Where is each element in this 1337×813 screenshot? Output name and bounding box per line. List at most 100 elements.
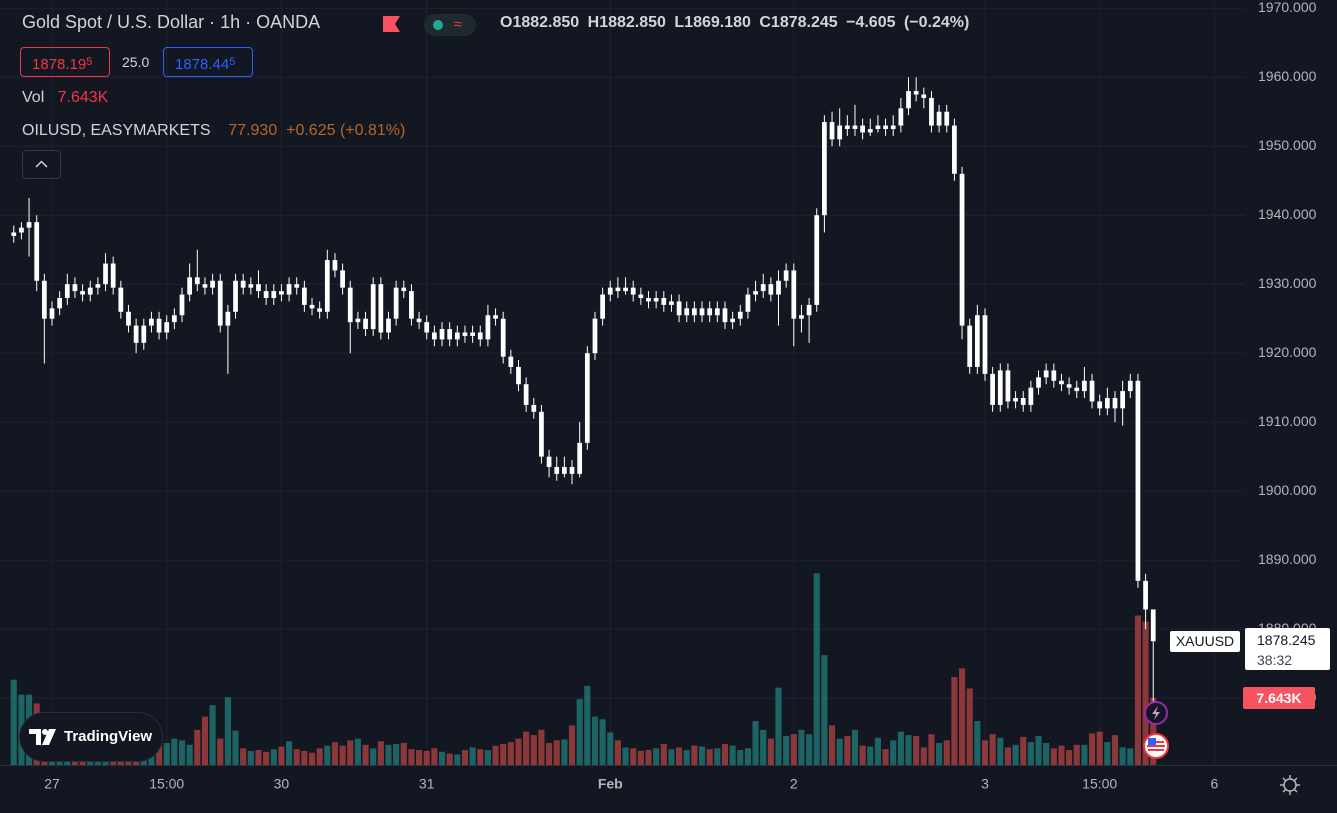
- buy-button[interactable]: 1878.445: [163, 47, 253, 77]
- sell-button[interactable]: 1878.195: [20, 47, 110, 77]
- volume-bar: [546, 743, 553, 765]
- candle-body: [760, 284, 766, 292]
- candle-body: [936, 111, 942, 126]
- volume-bar: [958, 668, 966, 765]
- event-icons: [1143, 701, 1169, 759]
- volume-bar: [691, 745, 698, 765]
- volume-bar: [760, 729, 767, 765]
- volume-bar: [591, 716, 599, 765]
- candle-body: [883, 125, 888, 129]
- candle-body: [753, 291, 758, 295]
- volume-bar: [1088, 733, 1096, 765]
- y-tick-label: 1970.000: [1258, 0, 1317, 15]
- candle-body: [569, 467, 575, 474]
- volume-bar: [1127, 748, 1134, 765]
- candle-body: [340, 270, 345, 288]
- volume-bar: [683, 750, 690, 765]
- volume-bar: [324, 745, 331, 765]
- x-tick-label: 27: [44, 776, 60, 792]
- open-text: O1882.850: [500, 14, 580, 31]
- low-text: L1869.180: [674, 14, 751, 31]
- candle-body: [110, 263, 116, 288]
- candle-body: [860, 125, 865, 133]
- candle-body: [217, 280, 223, 326]
- volume-bar: [201, 716, 209, 765]
- settings-button[interactable]: [1279, 774, 1301, 796]
- volume-bar: [828, 725, 836, 765]
- volume-bar: [316, 748, 323, 765]
- candle-body: [1104, 398, 1110, 409]
- candle-body: [546, 456, 552, 468]
- candle-body: [646, 297, 651, 302]
- candle-body: [921, 94, 927, 98]
- volume-bar: [186, 744, 193, 765]
- y-tick-label: 1950.000: [1258, 137, 1317, 153]
- volume-bar: [905, 735, 912, 765]
- x-tick-label: 6: [1211, 776, 1219, 792]
- volume-bar: [568, 725, 576, 765]
- volume-bar: [224, 697, 231, 765]
- volume-bar: [331, 742, 339, 765]
- candle-body: [669, 301, 674, 305]
- candle-body: [432, 332, 437, 340]
- candle-body: [103, 263, 108, 285]
- volume-bar: [897, 731, 904, 765]
- last-price: 1878.245: [1257, 632, 1316, 648]
- volume-bar: [1150, 697, 1157, 765]
- brand-badge[interactable]: TradingView: [20, 713, 162, 761]
- volume-bar: [752, 721, 759, 765]
- candle-body: [470, 332, 475, 336]
- volume-bar: [1004, 747, 1011, 765]
- candle-body: [875, 125, 881, 129]
- candle-body: [248, 284, 254, 288]
- candle-body: [615, 287, 621, 292]
- candle-body: [279, 291, 284, 295]
- volume-bar: [461, 750, 469, 765]
- candle-body: [844, 125, 850, 129]
- volume-price-label: 7.643K: [1243, 687, 1315, 709]
- candle-body: [1020, 398, 1026, 405]
- volume-name: Vol: [22, 89, 45, 106]
- close-text: C1878.245: [759, 14, 838, 31]
- volume-legend: Vol 7.643K: [22, 89, 108, 107]
- volume-bar: [354, 738, 361, 765]
- candle-body: [1127, 380, 1133, 392]
- volume-bar: [698, 746, 706, 765]
- volume-bar: [209, 705, 216, 765]
- volume-bar: [347, 740, 354, 765]
- candle-body: [692, 308, 697, 316]
- candle-body: [401, 287, 407, 292]
- candle-body: [952, 125, 957, 174]
- candle-body: [133, 325, 139, 343]
- candle-body: [508, 356, 514, 367]
- volume-bar: [301, 750, 308, 765]
- status-pill: [424, 14, 476, 36]
- candle-body: [317, 308, 323, 312]
- volume-bar: [966, 688, 973, 765]
- volume-bar: [1073, 744, 1080, 765]
- candle-body: [309, 304, 315, 309]
- volume-bar: [194, 729, 201, 765]
- volume-bar: [1119, 747, 1126, 765]
- volume-bar: [1058, 745, 1065, 765]
- candle-body: [34, 222, 40, 281]
- candle-body: [187, 277, 193, 295]
- volume-bar: [729, 745, 736, 765]
- candle-body: [997, 370, 1003, 405]
- candle-body: [944, 111, 950, 126]
- volume-bar: [530, 735, 537, 765]
- collapse-frame: [22, 150, 61, 179]
- volume-bar: [454, 754, 461, 765]
- candle-body: [913, 91, 919, 95]
- candle-body: [485, 315, 491, 340]
- candle-body: [776, 280, 781, 295]
- volume-bar: [744, 748, 751, 765]
- collapse-button[interactable]: [22, 150, 62, 180]
- high-text: H1882.850: [587, 14, 666, 31]
- candle-body: [80, 291, 85, 295]
- volume-bar: [783, 735, 790, 765]
- candle-body: [370, 284, 376, 330]
- volume-bar: [1111, 735, 1119, 765]
- candle-body: [1135, 380, 1141, 581]
